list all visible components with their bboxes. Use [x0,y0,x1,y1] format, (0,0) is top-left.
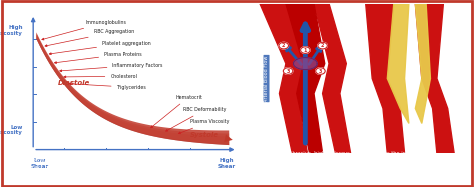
Text: Platelet aggregation: Platelet aggregation [49,41,151,55]
Polygon shape [36,38,229,145]
Text: Inflammatory Factors: Inflammatory Factors [60,63,163,72]
Polygon shape [314,4,351,153]
Text: Arterial Blood Flow: Arterial Blood Flow [264,55,269,102]
Circle shape [301,47,310,53]
Text: 3: 3 [286,69,290,73]
Text: Low
Shear: Low Shear [30,158,48,169]
Text: Systole: Systole [190,132,219,138]
Text: Diastole: Diastole [58,80,91,86]
Text: Cholesterol: Cholesterol [64,74,137,79]
Text: Abrasive, highly viscous blood damages the intima at a
bifurcation point ①, wher: Abrasive, highly viscous blood damages t… [289,151,439,177]
Text: Plasma Proteins: Plasma Proteins [55,52,142,64]
Text: At systole, blood is flowing faster and is less viscous.  At diastole, slower
fl: At systole, blood is flowing faster and … [5,151,187,170]
Polygon shape [293,58,317,70]
Polygon shape [387,4,409,123]
Polygon shape [286,4,325,153]
Text: High
Shear: High Shear [218,158,236,169]
Circle shape [316,68,325,74]
Circle shape [318,42,328,49]
Text: 1: 1 [304,48,307,53]
Polygon shape [366,4,404,153]
Circle shape [283,68,293,74]
Polygon shape [36,32,229,145]
Polygon shape [415,4,454,153]
Polygon shape [260,4,308,153]
Text: Immunoglobulins: Immunoglobulins [42,20,126,40]
Polygon shape [36,33,229,144]
Text: Plasma Viscosity: Plasma Viscosity [178,119,229,134]
Polygon shape [415,4,430,123]
Text: 2: 2 [282,43,285,48]
Text: Low
Viscosity: Low Viscosity [0,125,23,136]
Text: 2: 2 [321,43,324,48]
Text: RBC Aggregation: RBC Aggregation [45,30,134,47]
Text: RBC Deformability: RBC Deformability [165,107,227,131]
Text: 3: 3 [319,69,322,73]
Text: Triglycerides: Triglycerides [69,83,146,90]
Circle shape [279,42,289,49]
Text: Hematocrit: Hematocrit [151,94,202,128]
Text: High
Viscosity: High Viscosity [0,25,23,36]
Polygon shape [36,35,229,144]
